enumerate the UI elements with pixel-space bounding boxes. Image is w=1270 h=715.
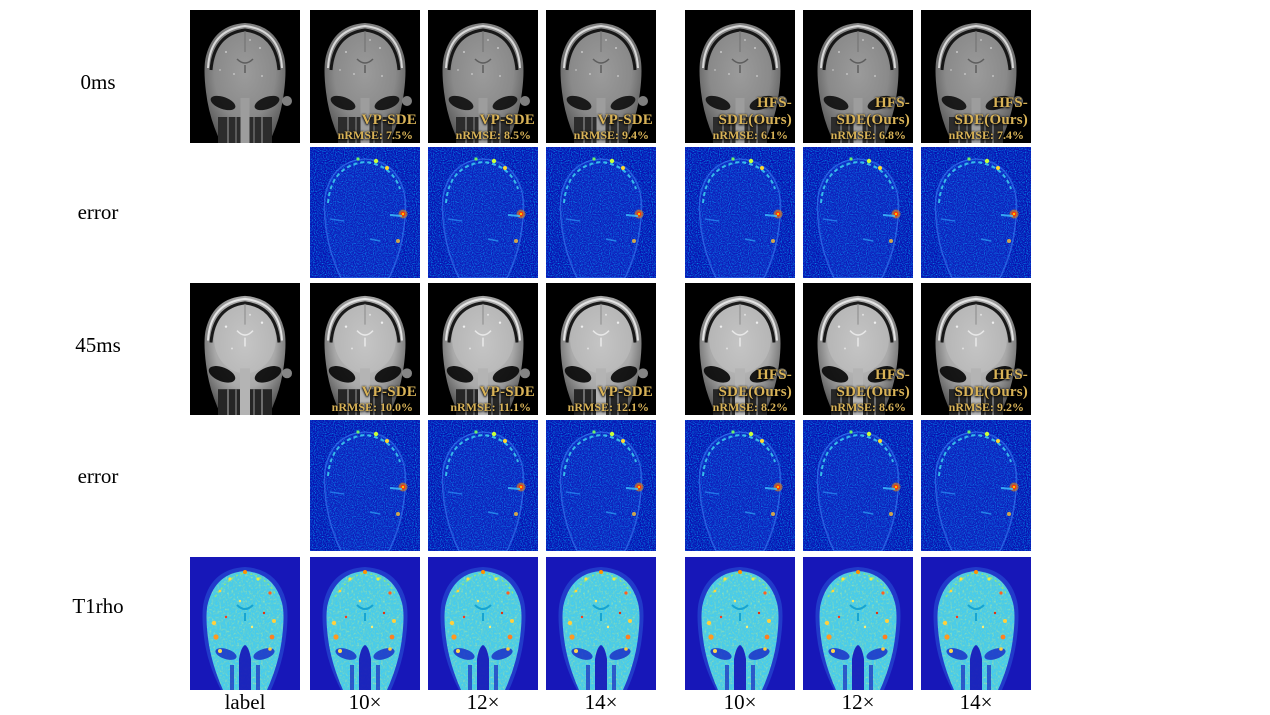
mri-image-0ms-hfssde-14x: HFS-SDE(Ours) nRMSE: 7.4% <box>921 10 1031 143</box>
nrmse-value: nRMSE: 11.1% <box>450 399 531 414</box>
error-map-45ms-hfssde-10x <box>685 420 795 551</box>
overlay-text: HFS-SDE(Ours) nRMSE: 8.2% <box>685 367 792 414</box>
overlay-text: HFS-SDE(Ours) nRMSE: 6.8% <box>803 95 910 142</box>
mri-image-0ms-hfssde-10x: HFS-SDE(Ours) nRMSE: 6.1% <box>685 10 795 143</box>
t1rho-map-label <box>190 557 300 690</box>
method-label: HFS-SDE(Ours) <box>718 94 792 128</box>
t1rho-map-vpsde-14x <box>546 557 656 690</box>
nrmse-value: nRMSE: 12.1% <box>567 399 649 414</box>
method-label: VP-SDE <box>479 111 535 128</box>
overlay-text: VP-SDE nRMSE: 8.5% <box>428 112 535 142</box>
mri-image-0ms-vpsde-14x: VP-SDE nRMSE: 9.4% <box>546 10 656 143</box>
method-label: VP-SDE <box>361 383 417 400</box>
t1rho-map-hfssde-12x <box>803 557 913 690</box>
method-label: VP-SDE <box>361 111 417 128</box>
t1rho-map-vpsde-10x <box>310 557 420 690</box>
method-label: HFS-SDE(Ours) <box>954 366 1028 400</box>
column-label-14x-left: 14× <box>584 690 618 714</box>
error-map-0ms-hfssde-14x <box>921 147 1031 278</box>
mri-image-45ms-vpsde-12x: VP-SDE nRMSE: 11.1% <box>428 283 538 415</box>
mri-image-0ms-vpsde-10x: VP-SDE nRMSE: 7.5% <box>310 10 420 143</box>
error-map-0ms-hfssde-12x <box>803 147 913 278</box>
column-label-12x-right: 12× <box>841 690 875 714</box>
error-map-45ms-hfssde-12x <box>803 420 913 551</box>
overlay-text: HFS-SDE(Ours) nRMSE: 8.6% <box>803 367 910 414</box>
column-label-14x-right: 14× <box>959 690 993 714</box>
t1rho-map-hfssde-10x <box>685 557 795 690</box>
row-label-0ms: 0ms <box>80 70 116 94</box>
overlay-text: HFS-SDE(Ours) nRMSE: 9.2% <box>921 367 1028 414</box>
row-label-error-1: error <box>77 200 119 224</box>
mri-image-0ms-label <box>190 10 300 143</box>
nrmse-value: nRMSE: 7.5% <box>337 127 413 142</box>
error-map-45ms-vpsde-14x <box>546 420 656 551</box>
method-label: HFS-SDE(Ours) <box>954 94 1028 128</box>
overlay-text: VP-SDE nRMSE: 10.0% <box>310 384 417 414</box>
mri-image-0ms-vpsde-12x: VP-SDE nRMSE: 8.5% <box>428 10 538 143</box>
nrmse-value: nRMSE: 8.6% <box>830 399 906 414</box>
mri-image-45ms-hfssde-14x: HFS-SDE(Ours) nRMSE: 9.2% <box>921 283 1031 415</box>
column-label-12x-left: 12× <box>466 690 500 714</box>
column-label-10x-right: 10× <box>723 690 757 714</box>
mri-image-45ms-vpsde-10x: VP-SDE nRMSE: 10.0% <box>310 283 420 415</box>
error-map-0ms-hfssde-10x <box>685 147 795 278</box>
nrmse-value: nRMSE: 9.2% <box>948 399 1024 414</box>
column-label-10x-left: 10× <box>348 690 382 714</box>
column-label-label: label <box>224 690 266 714</box>
nrmse-value: nRMSE: 6.1% <box>712 127 788 142</box>
mri-image-45ms-label <box>190 283 300 415</box>
mri-image-0ms-hfssde-12x: HFS-SDE(Ours) nRMSE: 6.8% <box>803 10 913 143</box>
row-label-error-2: error <box>77 464 119 488</box>
overlay-text: VP-SDE nRMSE: 9.4% <box>546 112 653 142</box>
error-map-45ms-hfssde-14x <box>921 420 1031 551</box>
method-label: VP-SDE <box>479 383 535 400</box>
t1rho-map-vpsde-12x <box>428 557 538 690</box>
method-label: VP-SDE <box>597 111 653 128</box>
error-map-45ms-vpsde-12x <box>428 420 538 551</box>
mri-image-45ms-hfssde-10x: HFS-SDE(Ours) nRMSE: 8.2% <box>685 283 795 415</box>
error-map-45ms-vpsde-10x <box>310 420 420 551</box>
t1rho-map-hfssde-14x <box>921 557 1031 690</box>
nrmse-value: nRMSE: 10.0% <box>331 399 413 414</box>
error-map-0ms-vpsde-14x <box>546 147 656 278</box>
nrmse-value: nRMSE: 8.2% <box>712 399 788 414</box>
overlay-text: VP-SDE nRMSE: 7.5% <box>310 112 417 142</box>
mri-image-45ms-vpsde-14x: VP-SDE nRMSE: 12.1% <box>546 283 656 415</box>
row-label-t1rho: T1rho <box>72 594 124 618</box>
nrmse-value: nRMSE: 8.5% <box>455 127 531 142</box>
method-label: HFS-SDE(Ours) <box>836 366 910 400</box>
method-label: HFS-SDE(Ours) <box>836 94 910 128</box>
nrmse-value: nRMSE: 9.4% <box>573 127 649 142</box>
overlay-text: VP-SDE nRMSE: 12.1% <box>546 384 653 414</box>
row-label-45ms: 45ms <box>75 333 121 357</box>
error-map-0ms-vpsde-10x <box>310 147 420 278</box>
error-map-0ms-vpsde-12x <box>428 147 538 278</box>
overlay-text: HFS-SDE(Ours) nRMSE: 6.1% <box>685 95 792 142</box>
overlay-text: HFS-SDE(Ours) nRMSE: 7.4% <box>921 95 1028 142</box>
nrmse-value: nRMSE: 6.8% <box>830 127 906 142</box>
nrmse-value: nRMSE: 7.4% <box>948 127 1024 142</box>
overlay-text: VP-SDE nRMSE: 11.1% <box>428 384 535 414</box>
method-label: VP-SDE <box>597 383 653 400</box>
mri-image-45ms-hfssde-12x: HFS-SDE(Ours) nRMSE: 8.6% <box>803 283 913 415</box>
method-label: HFS-SDE(Ours) <box>718 366 792 400</box>
